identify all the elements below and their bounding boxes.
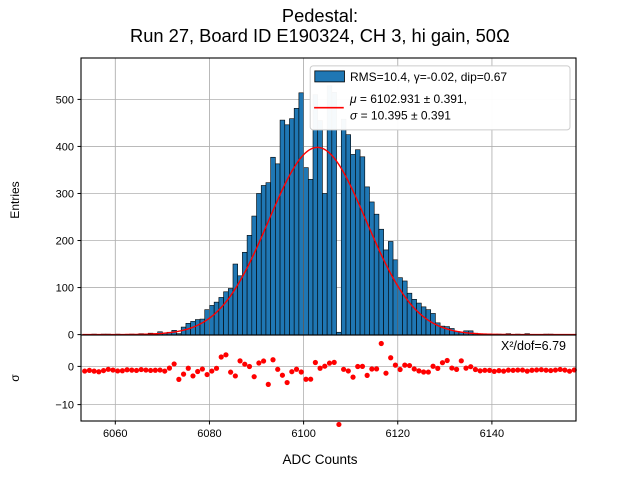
svg-text:Pedestal:: Pedestal: (282, 5, 358, 26)
svg-text:100: 100 (56, 283, 74, 295)
svg-text:6060: 6060 (103, 428, 127, 440)
svg-text:200: 200 (56, 236, 74, 248)
svg-text:ADC Counts: ADC Counts (282, 452, 357, 467)
svg-text:300: 300 (56, 188, 74, 200)
svg-text:6080: 6080 (197, 428, 221, 440)
svg-text:6100: 6100 (291, 428, 315, 440)
svg-text:Run 27, Board ID E190324, CH 3: Run 27, Board ID E190324, CH 3, hi gain,… (130, 25, 510, 46)
svg-text:RMS=10.4, γ=-0.02, dip=0.67: RMS=10.4, γ=-0.02, dip=0.67 (350, 70, 507, 84)
svg-text:−10: −10 (55, 400, 74, 412)
svg-text:0: 0 (68, 361, 74, 373)
svg-text:Entries: Entries (8, 181, 22, 218)
svg-text:500: 500 (56, 94, 74, 106)
svg-text:400: 400 (56, 141, 74, 153)
svg-text:X²/dof=6.79: X²/dof=6.79 (501, 339, 566, 353)
svg-text:0: 0 (68, 330, 74, 342)
svg-text:σ: σ (8, 374, 22, 382)
svg-text:6140: 6140 (480, 428, 504, 440)
svg-text:σ = 10.395 ± 0.391: σ = 10.395 ± 0.391 (350, 109, 451, 123)
svg-text:6120: 6120 (386, 428, 410, 440)
svg-text:μ = 6102.931 ± 0.391,: μ = 6102.931 ± 0.391, (349, 92, 467, 106)
